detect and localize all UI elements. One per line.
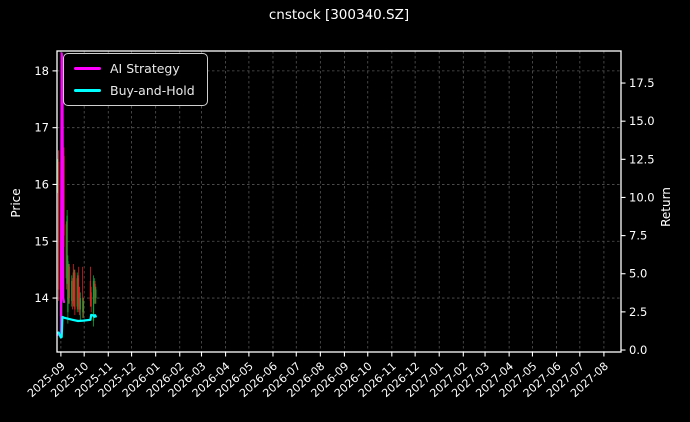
return-tick-label: 0.0	[629, 343, 647, 357]
price-tick-label: 17	[34, 121, 49, 135]
buy-and-hold-line	[57, 313, 97, 339]
candle-body	[67, 261, 69, 313]
legend-label: AI Strategy	[110, 61, 180, 76]
candle-body	[81, 298, 84, 313]
candle-body	[76, 278, 78, 307]
candle-body	[78, 286, 80, 307]
return-tick-label: 2.5	[629, 305, 647, 319]
price-tick-label: 18	[34, 64, 49, 78]
candle-body	[68, 266, 70, 299]
candle-body	[77, 278, 79, 304]
return-tick-label: 5.0	[629, 267, 647, 281]
candle-body	[71, 281, 73, 301]
candle-body	[79, 298, 81, 310]
candle-body	[93, 283, 95, 299]
return-tick-label: 10.0	[629, 190, 655, 204]
candle-body	[82, 300, 85, 313]
candle-body	[95, 289, 97, 299]
price-tick-label: 15	[34, 234, 49, 248]
candle-body	[78, 292, 81, 310]
candle-body	[74, 272, 76, 310]
return-tick-label: 12.5	[629, 152, 655, 166]
price-tick-label: 14	[34, 291, 49, 305]
legend-swatch-icon	[74, 66, 101, 71]
chart-title: cnstock [300340.SZ]	[268, 7, 410, 23]
candle-body	[89, 281, 92, 301]
plot-data	[57, 52, 97, 339]
legend-item: AI Strategy	[74, 61, 195, 76]
return-tick-label: 7.5	[629, 229, 647, 243]
candle-body	[66, 215, 68, 279]
return-tick-label: 17.5	[629, 76, 655, 90]
candle-body	[65, 224, 67, 279]
plot-border	[56, 50, 622, 353]
legend-item: Buy-and-Hold	[74, 83, 195, 98]
candle-body	[71, 281, 74, 304]
candle-body	[68, 266, 71, 299]
candle-body	[72, 272, 74, 301]
candle-body	[92, 281, 95, 321]
return-tick-label: 15.0	[629, 114, 655, 128]
candle-body	[90, 292, 92, 307]
price-tick-label: 16	[34, 177, 49, 191]
candle-body	[94, 283, 96, 299]
legend-label: Buy-and-Hold	[110, 83, 195, 98]
candle-body	[57, 161, 60, 290]
candle-body	[57, 164, 59, 188]
legend: AI Strategy Buy-and-Hold	[63, 53, 208, 106]
candle-body	[73, 272, 75, 301]
legend-swatch-icon	[74, 88, 101, 93]
candle-body	[63, 156, 65, 236]
